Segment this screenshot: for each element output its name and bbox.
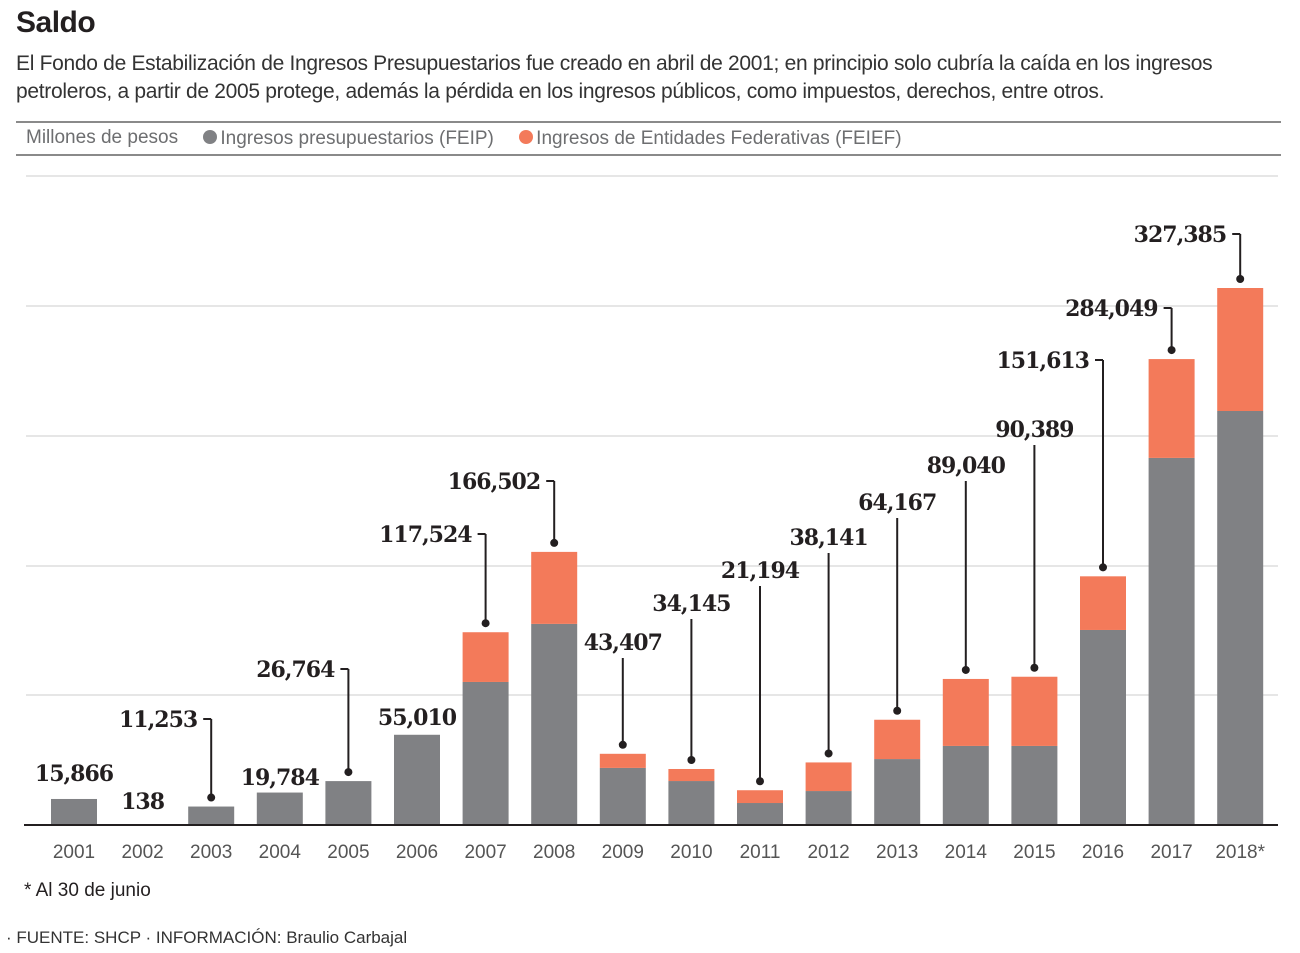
bar-feip [805,791,852,825]
bar-feief [1148,359,1195,458]
legend-swatch-feip [203,129,218,144]
x-tick-label: 2009 [602,842,644,863]
x-tick-label: 2011 [740,842,781,863]
value-label: 151,613 [996,348,1089,374]
leader-dot [550,538,559,547]
source-credit: · FUENTE: SHCP · INFORMACIÓN: Braulio Ca… [6,928,408,947]
x-tick-label: 2012 [807,842,849,863]
value-label: 117,524 [379,522,472,548]
legend: Millones de pesos Ingresos presupuestari… [16,121,1281,156]
value-label: 34,145 [652,591,730,617]
bar-feief [805,762,852,792]
chart-description: El Fondo de Estabilización de Ingresos P… [16,52,1213,103]
legend-item-feip: Ingresos presupuestarios (FEIP) [203,123,494,152]
value-label: 284,049 [1065,296,1158,322]
bar-feip [394,734,440,825]
legend-item-feief: Ingresos de Entidades Federativas (FEIEF… [519,123,902,152]
x-tick-label: 2006 [396,842,438,863]
bar-feip [668,781,715,825]
x-tick-label: 2003 [190,842,232,863]
bar-feief [874,719,921,760]
legend-label-feief: Ingresos de Entidades Federativas (FEIEF… [536,127,902,149]
x-tick-label: 2002 [121,842,163,863]
x-tick-label: 2010 [670,842,712,863]
value-label: 15,866 [35,761,114,787]
bar-feip [1080,629,1126,825]
value-label: 55,010 [378,705,457,731]
value-label: 19,784 [241,765,320,791]
leader-dot [756,777,764,786]
x-tick-label: 2015 [1013,842,1055,863]
x-tick-label: 2007 [464,842,506,863]
bar-feief [531,551,578,624]
leader-dot [893,706,902,715]
bar-feip [1148,457,1195,825]
x-tick-label: 2008 [533,842,575,863]
leader-dot [1030,663,1039,672]
leader-dot [344,768,353,777]
value-label: 138 [121,789,165,815]
bar-feip [942,745,989,825]
bar-feief [1011,676,1058,746]
leader-dot [1099,563,1107,572]
x-tick-label: 2018* [1215,842,1265,863]
leader-dot [687,755,696,764]
x-tick-label: 2001 [53,842,95,863]
value-label: 26,764 [256,657,335,683]
value-label: 38,141 [789,525,867,551]
bar-feip [256,792,303,825]
legend-label-feip: Ingresos presupuestarios (FEIP) [220,127,494,149]
bar-feief [668,768,715,782]
value-label: 166,502 [448,469,541,495]
value-label: 64,167 [858,490,936,516]
bar-feip [188,806,235,825]
bar-feip [462,681,509,825]
leader-dot [481,619,490,628]
bar-feief [599,753,646,768]
bar-feip [737,803,783,825]
value-label: 21,194 [721,558,800,584]
leader-dot [618,740,627,749]
bar-feip [325,781,372,825]
bar-feief [462,632,509,682]
x-tick-label: 2013 [876,842,918,863]
bar-feief [1080,576,1126,630]
leader-dot [1167,346,1176,355]
bar-feip [1011,745,1058,825]
leader-dot [1236,275,1245,283]
legend-unit: Millones de pesos [26,127,179,149]
bar-feip [599,767,646,825]
x-tick-label: 2004 [259,842,302,863]
bar-feief [1217,288,1264,411]
chart-title: Saldo [16,6,96,39]
x-tick-label: 2017 [1150,842,1192,863]
leader-dot [207,793,216,802]
x-tick-label: 2005 [327,842,369,863]
bar-feip [874,759,921,825]
value-label: 11,253 [119,707,197,733]
bar-feief [737,790,783,804]
x-tick-label: 2014 [945,842,988,863]
value-label: 90,389 [995,417,1073,443]
value-label: 43,407 [584,630,662,656]
bar-feip [51,798,97,825]
value-label: 327,385 [1134,222,1227,248]
bar-feip [1217,410,1264,825]
value-label: 89,040 [927,453,1006,479]
footnote: * Al 30 de junio [24,880,151,901]
x-tick-label: 2016 [1082,842,1124,863]
leader-dot [824,749,833,758]
bar-feief [942,678,989,746]
bar-feip [531,623,578,825]
legend-swatch-feief [519,129,534,144]
leader-dot [961,665,970,674]
